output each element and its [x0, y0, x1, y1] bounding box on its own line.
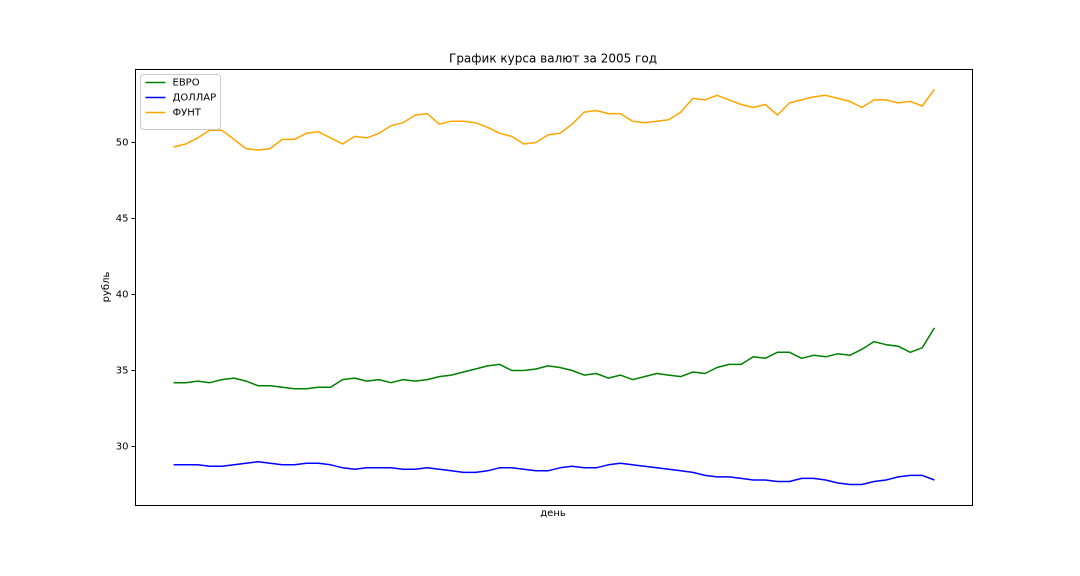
y-tick-label: 45	[116, 213, 129, 224]
line-series	[173, 88, 936, 151]
plot-frame	[135, 69, 973, 506]
legend-label: ФУНТ	[173, 108, 202, 119]
y-tick-label: 35	[116, 366, 129, 377]
legend-label: ДОЛЛАР	[173, 93, 217, 104]
legend-box	[140, 74, 221, 130]
legend-label: ЕВРО	[173, 78, 200, 89]
line-series	[173, 460, 935, 486]
line-series	[173, 327, 936, 390]
y-tick-label: 40	[116, 289, 129, 300]
chart-title: График курса валют за 2005 год	[449, 52, 657, 66]
y-tick-label: 50	[116, 137, 129, 148]
y-tick-label: 30	[116, 442, 129, 453]
y-axis-label: рубль	[101, 272, 112, 303]
x-axis-label: день	[540, 508, 566, 519]
legend: ЕВРО ДОЛЛАР ФУНТ	[140, 74, 221, 130]
